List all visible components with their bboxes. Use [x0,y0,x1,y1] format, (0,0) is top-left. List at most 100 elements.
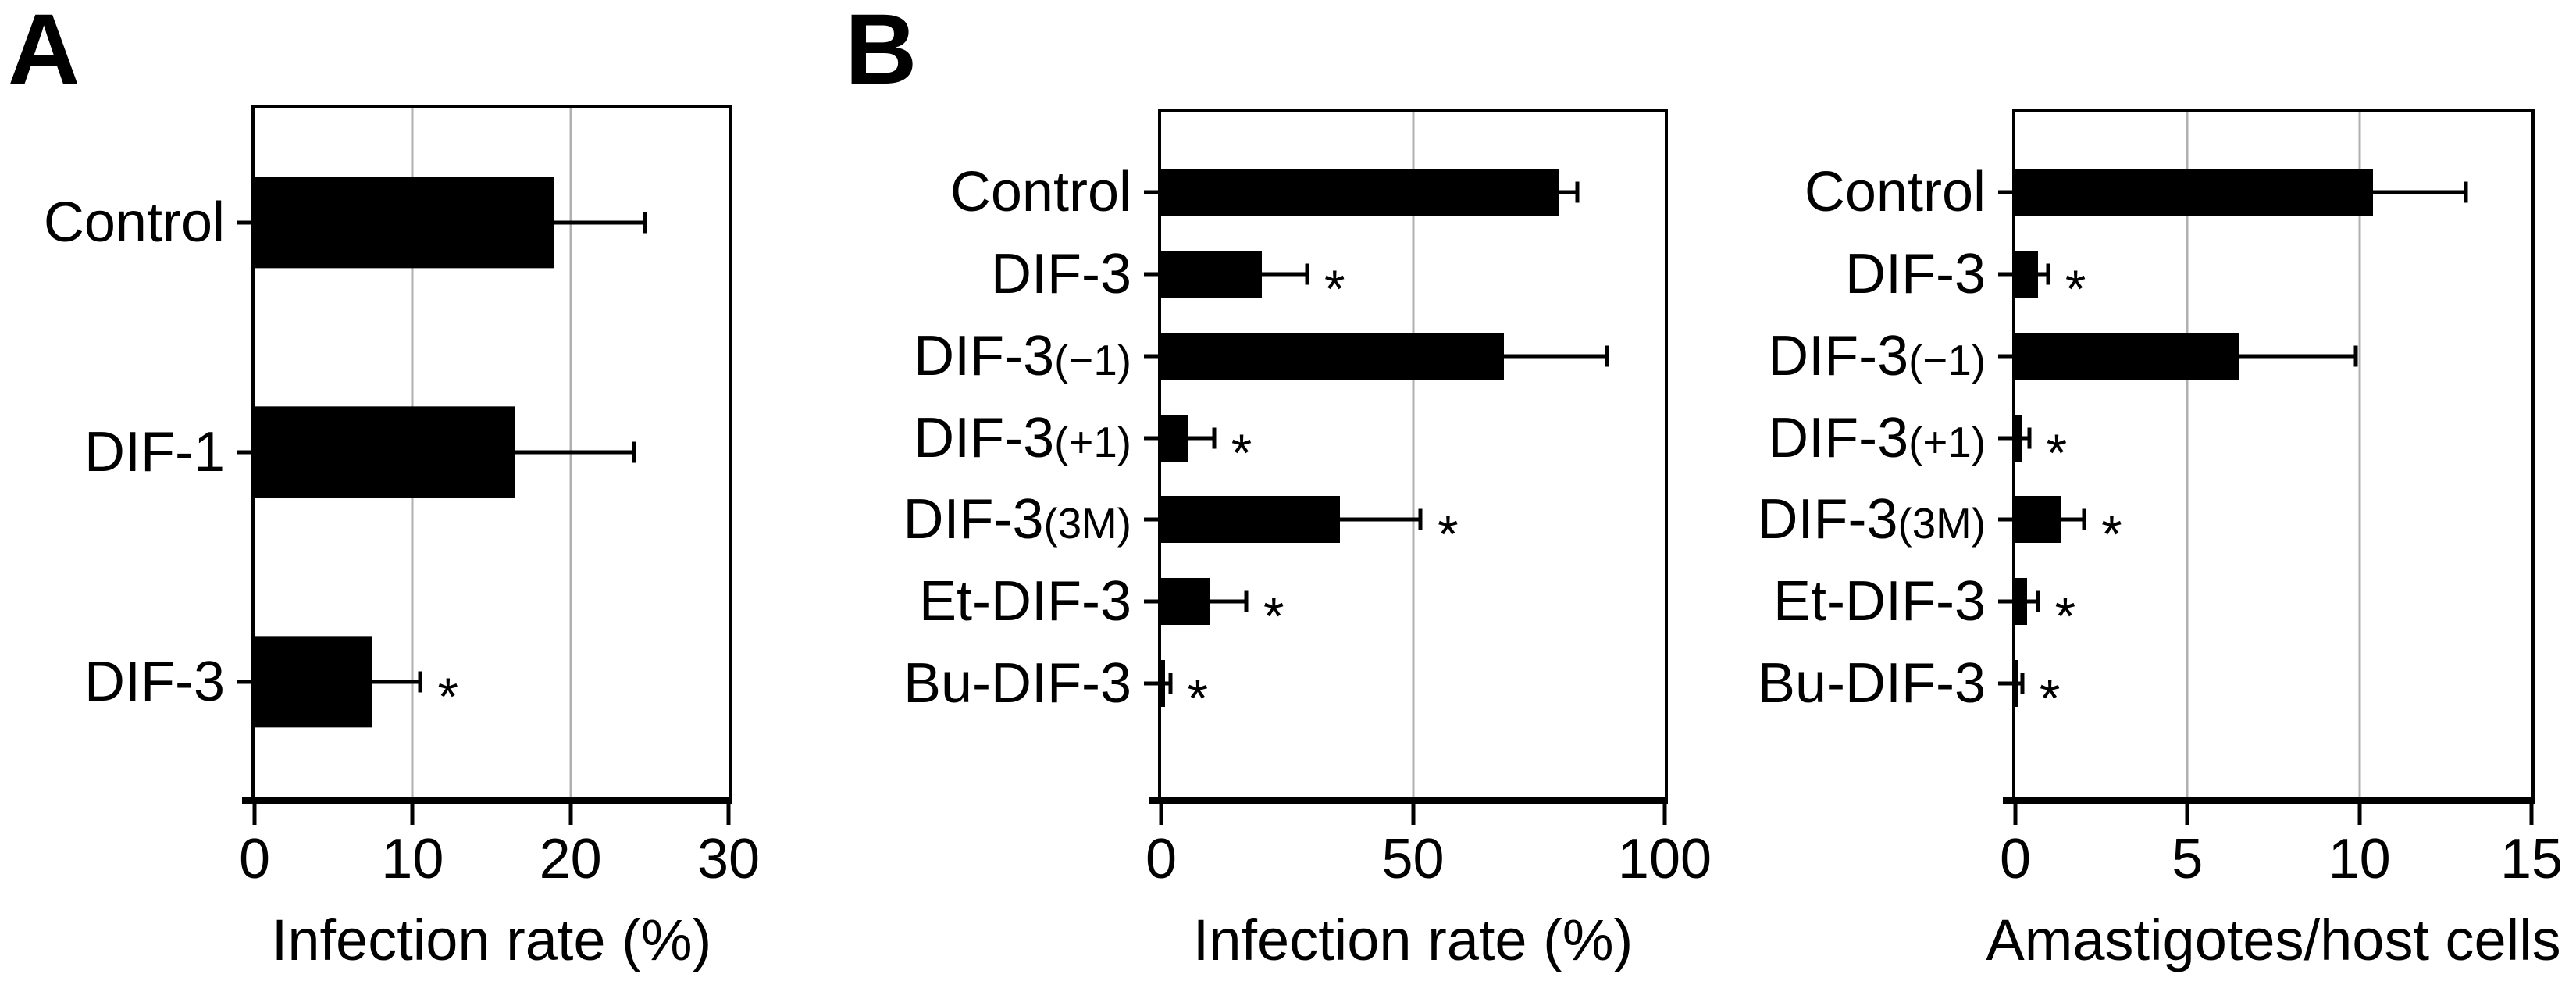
category-label: DIF-3(3M) [903,491,1131,548]
data-bar [255,177,555,269]
y-axis-tick [237,680,258,684]
error-bar-line [2037,272,2048,277]
data-bar [255,406,515,498]
y-axis-tick [1998,190,2018,194]
panel-b-amastigotes-chart: Control DIF-3 * DIF-3(−1) DIF-3(+1) * DIF-3(3M… [1758,109,2563,887]
error-bar-line [371,680,421,684]
error-bar-cap [1305,263,1309,285]
error-bar-cap [643,212,647,234]
y-axis-tick [1998,272,2018,277]
error-bar-line [2373,190,2467,194]
x-axis-tick-label: 0 [238,828,271,890]
category-label: Et-DIF-3 [918,569,1131,633]
data-bar [2015,169,2374,216]
category-label: Et-DIF-3 [1773,569,1986,633]
x-axis-tick-label: 15 [2499,828,2564,890]
error-bar-cap [2036,590,2040,612]
y-axis-tick [1998,436,2018,441]
category-label: Bu-DIF-3 [1757,651,1986,715]
x-axis-line-overhang [242,797,258,804]
x-axis-tick-label: 0 [1999,828,2032,890]
x-axis-tick-label: 10 [2328,828,2391,890]
x-axis-tick-label: 50 [1381,828,1445,890]
x-axis-tick-label: 0 [1145,828,1178,890]
category-label-main: DIF-3 [914,324,1055,387]
y-axis-tick [1998,517,2018,522]
x-axis-line-overhang [2003,797,2018,804]
category-label-main: DIF-3 [903,488,1044,551]
significance-asterisk: * [2039,668,2061,728]
panel-b-infection-x-axis-title: Infection rate (%) [1192,908,1634,972]
error-bar-cap [1418,508,1423,530]
category-label-sub: (+1) [1054,417,1131,466]
gridline [2186,112,2189,797]
data-bar [1161,496,1340,544]
error-bar-line [2018,681,2022,686]
panel-b-infection-rate-chart: Control DIF-3 * DIF-3(−1) DIF-3(+1) * DIF-3(3M… [903,109,1712,887]
x-axis-tick [568,797,573,825]
data-bar [2015,251,2038,298]
y-axis-tick [1998,681,2018,686]
data-bar [1161,659,1166,707]
x-axis-tick [726,797,731,825]
y-axis-tick [237,450,258,455]
x-axis-line-overhang [1149,797,1164,804]
error-bar-line [554,220,645,225]
category-label-sub: (3M) [1043,499,1131,548]
error-bar-line [1559,190,1578,194]
x-axis-tick-label: 30 [697,828,761,890]
error-bar-line [2239,354,2357,359]
significance-asterisk: * [2065,259,2086,319]
y-axis-tick [237,220,258,225]
error-bar-cap [1212,427,1217,449]
x-axis-tick [1662,797,1667,825]
significance-asterisk: * [2054,586,2076,646]
x-axis-tick [2357,797,2362,825]
error-bar-cap [2353,345,2358,367]
category-label: Control [43,191,225,255]
error-bar-line [2022,436,2029,441]
panel-a-plot-area: Control DIF-1 DIF-3 * 0 10 20 30 [44,105,760,887]
data-bar [2015,414,2022,462]
x-axis-tick [2013,797,2018,825]
category-label-main: DIF-3 [1768,324,1909,387]
data-bar [2015,659,2018,707]
category-label: Control [1804,161,1986,224]
data-bar [1161,169,1559,216]
error-bar-cap [1575,181,1580,203]
gridline [1412,112,1414,797]
category-label-main: DIF-3 [914,406,1055,469]
y-axis-tick [1144,681,1164,686]
error-bar-line [1262,272,1308,277]
x-axis-tick-label: 100 [1617,828,1712,890]
error-bar-cap [418,671,422,693]
error-bar-line [1210,599,1246,604]
error-bar-cap [632,441,636,463]
significance-asterisk: * [2101,505,2122,565]
significance-asterisk: * [1231,423,1252,483]
panel-b-amastigotes-x-axis-title: Amastigotes/host cells [1986,908,2561,972]
category-label-sub: (−1) [1908,335,1986,384]
data-bar [1161,414,1188,462]
x-axis-tick-label: 5 [2172,828,2204,890]
x-axis-tick [252,797,257,825]
data-bar [2015,577,2028,625]
x-axis-tick [2185,797,2189,825]
category-label: DIF-3 [84,650,225,713]
error-bar-line [2061,517,2085,522]
data-bar [2015,332,2239,380]
error-bar-line [1188,436,1214,441]
panel-a-chart: Control DIF-1 DIF-3 * 0 10 20 30 [44,105,760,887]
error-bar-line [515,450,634,455]
panel-b-infection-plot-area: Control DIF-3 * DIF-3(−1) DIF-3(+1) * DIF-3(3M… [903,109,1712,887]
data-bar [255,636,372,728]
x-axis-tick [2529,797,2534,825]
data-bar [1161,251,1262,298]
significance-asterisk: * [437,667,458,727]
category-label: Control [950,161,1131,224]
error-bar-cap [2046,263,2050,285]
error-bar-cap [2464,181,2468,203]
panel-b-amastigotes-plot-area: Control DIF-3 * DIF-3(−1) DIF-3(+1) * DIF-3(3M… [1758,109,2563,887]
category-label: DIF-3 [1845,243,1986,306]
